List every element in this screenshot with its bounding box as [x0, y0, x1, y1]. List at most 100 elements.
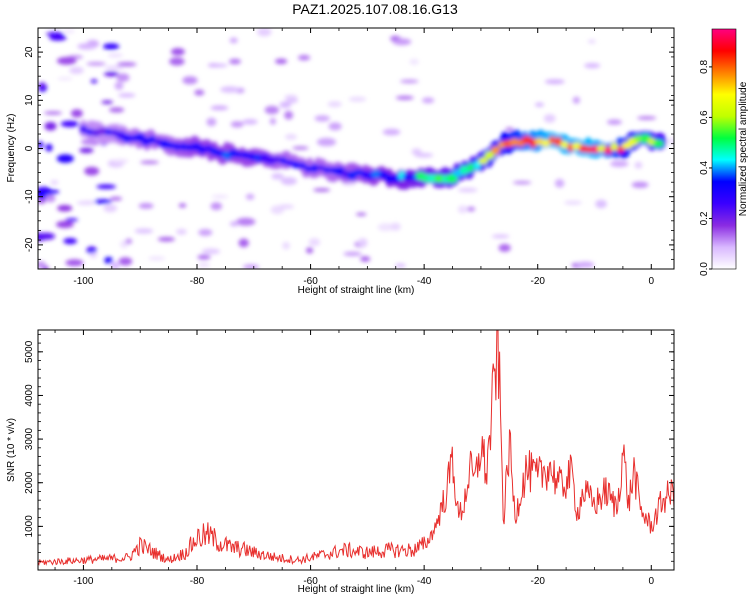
heatmap-speckle [306, 247, 314, 254]
heatmap-speckle [313, 188, 331, 192]
heatmap-speckle [76, 200, 95, 206]
snr-x-tick-label: -80 [190, 576, 205, 587]
heatmap-speckle [110, 261, 120, 269]
heatmap-speckle [400, 79, 419, 84]
ridge-cell [173, 142, 181, 151]
heatmap-speckle [109, 196, 122, 201]
heatmap-speckle [377, 223, 394, 232]
heatmap-speckle [102, 43, 120, 50]
heatmap-speckle [284, 94, 298, 100]
snr-frame [37, 329, 675, 571]
snr-y-tick-label: 4000 [24, 384, 35, 407]
ridge-cell [166, 142, 176, 149]
ridge-cell [378, 171, 388, 179]
snr-x-tick-label: -100 [73, 576, 93, 587]
heatmap-speckle [230, 121, 244, 128]
ridge-cell [554, 137, 563, 146]
heatmap-speckle [357, 238, 368, 247]
heatmap-speckle [182, 76, 198, 85]
ridge-cell [316, 164, 325, 171]
heatmap-speckle [65, 218, 79, 222]
heatmap-speckle [94, 199, 112, 204]
heatmap-speckle [394, 263, 406, 268]
heatmap-speckle [38, 261, 46, 269]
heatmap-speckle [457, 205, 468, 214]
heatmap-speckle [44, 121, 57, 131]
heatmap-speckle [79, 147, 94, 154]
heatmap-speckle [498, 243, 511, 252]
heatmap-speckle [298, 54, 311, 61]
ridge-cell [402, 173, 414, 181]
ridge-cell [242, 151, 250, 159]
heatmap-speckle [285, 134, 297, 140]
heatmap-speckle [38, 232, 47, 242]
heatmap-speckle [77, 43, 97, 50]
heatmap-speckle [118, 93, 136, 98]
heatmap-speckle [667, 137, 674, 145]
heatmap-speckle [90, 79, 98, 84]
heatmap-speckle [634, 161, 643, 169]
heatmap-speckle [45, 32, 64, 36]
heatmap-speckle [327, 101, 342, 108]
heatmap-speckle [65, 259, 84, 267]
figure-title: PAZ1.2025.107.08.16.G13 [292, 1, 458, 17]
colorbar-tick-label: 0.6 [699, 110, 710, 124]
spectrogram-heatmap [38, 28, 674, 269]
snr-y-tick-label: 2000 [24, 471, 35, 494]
ridge-cell [297, 162, 307, 169]
snr-x-tick-label: -20 [530, 576, 545, 587]
spectrogram-x-tick-label: -100 [73, 276, 93, 287]
heatmap-speckle [280, 177, 297, 186]
heatmap-speckle [194, 89, 205, 96]
colorbar-tick-label: 0.0 [699, 262, 710, 276]
ridge-cell [323, 166, 331, 174]
heatmap-speckle [114, 81, 124, 91]
heatmap-speckle [69, 66, 84, 74]
heatmap-speckle [103, 204, 118, 213]
ridge-cell [97, 127, 108, 135]
ridge-cell [603, 146, 613, 154]
ridge-cell [234, 151, 245, 158]
heatmap-speckle [56, 57, 77, 65]
heatmap-speckle [392, 38, 412, 46]
heatmap-speckle [543, 114, 556, 123]
heatmap-speckle [637, 116, 657, 120]
heatmap-speckle [138, 203, 154, 209]
ridge-cell [352, 169, 364, 176]
ridge-cell [467, 163, 474, 172]
heatmap-speckle [96, 184, 117, 189]
spectrogram-x-tick-label: -80 [190, 276, 205, 287]
colorbar-gradient [711, 28, 737, 270]
snr-x-axis-label: Height of straight line (km) [298, 584, 415, 595]
ridge-cell [652, 139, 664, 148]
spectrogram-y-tick-label: 20 [24, 46, 35, 58]
heatmap-speckle [211, 194, 229, 199]
heatmap-speckle [631, 181, 649, 188]
heatmap-speckle [279, 101, 292, 109]
spectrogram-y-tick-label: -10 [24, 189, 35, 204]
heatmap-speckle [63, 238, 77, 245]
heatmap-speckle [125, 238, 133, 245]
heatmap-speckle [505, 127, 514, 131]
heatmap-speckle [56, 220, 74, 229]
ridge-cell [616, 146, 625, 153]
ridge-cell [264, 156, 277, 165]
heatmap-speckle [44, 111, 62, 115]
heatmap-speckle [238, 238, 249, 248]
heatmap-speckle [84, 166, 100, 176]
heatmap-speckle [355, 212, 367, 216]
heatmap-speckle [71, 109, 83, 118]
heatmap-speckle [148, 256, 166, 261]
spectrogram-y-tick-label: 10 [24, 94, 35, 106]
spectrogram-y-tick-label: 0 [24, 145, 35, 151]
heatmap-speckle [210, 202, 223, 211]
snr-x-tick-label: -60 [303, 576, 318, 587]
heatmap-speckle [271, 173, 284, 180]
spectrogram-x-tick-label: -40 [417, 276, 432, 287]
heatmap-speckle [292, 146, 309, 150]
heatmap-speckle [257, 28, 272, 37]
heatmap-speckle [275, 58, 288, 64]
ridge-cell [529, 138, 537, 148]
heatmap-speckle [584, 63, 601, 69]
